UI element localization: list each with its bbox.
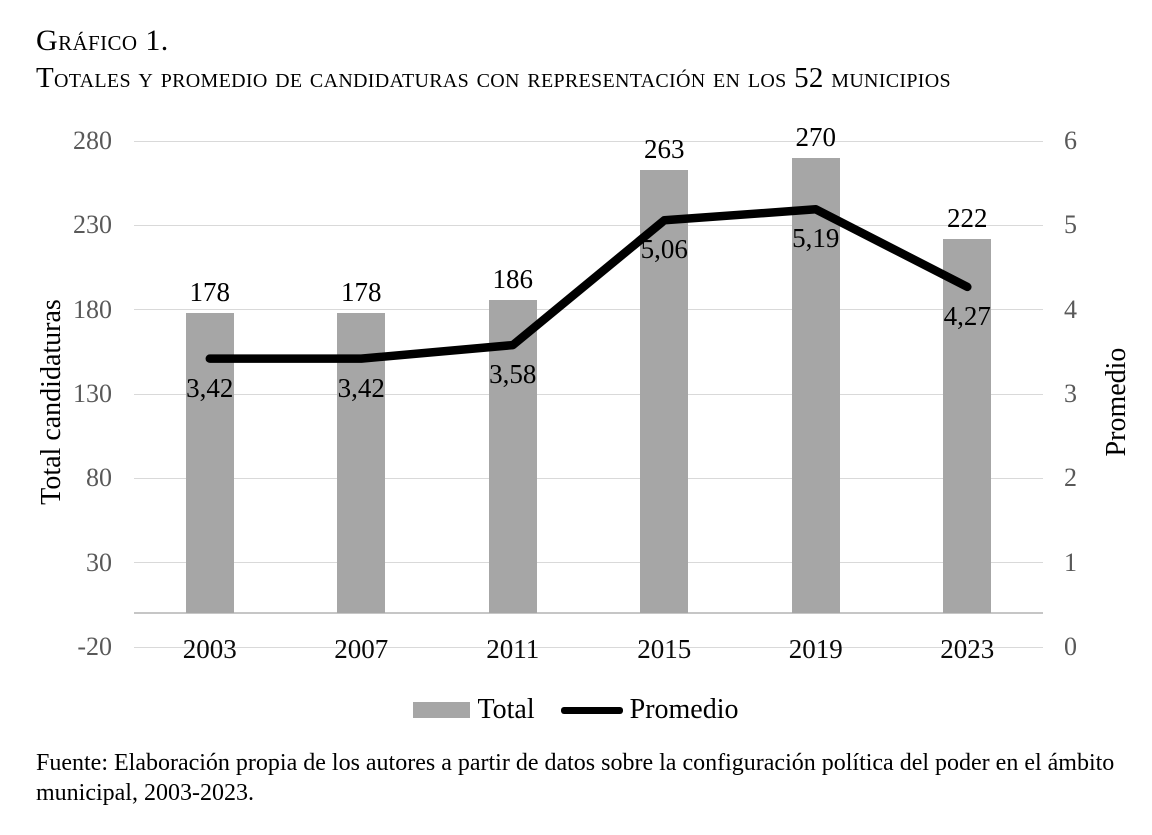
right-axis-tick: 0 — [1064, 632, 1077, 661]
right-axis-tick: 6 — [1064, 126, 1077, 155]
gridline — [134, 477, 1043, 479]
line-value-label: 5,19 — [792, 223, 840, 254]
legend-promedio-label: Promedio — [629, 694, 739, 725]
x-axis-label: 2019 — [788, 634, 843, 664]
x-axis-label: 2007 — [334, 634, 389, 664]
total-bar — [185, 313, 234, 614]
x-axis-label: 2023 — [940, 634, 995, 664]
gridline — [134, 646, 1043, 648]
gridline — [134, 393, 1043, 395]
line-value-label: 3,42 — [337, 372, 385, 403]
bar-value-label: 186 — [492, 263, 534, 294]
source-note: Fuente: Elaboración propia de los autore… — [36, 750, 1115, 806]
left-axis-tick: 30 — [86, 547, 112, 577]
right-axis-tick: 3 — [1064, 379, 1077, 408]
right-axis-tick: 4 — [1064, 294, 1077, 324]
bar-value-label: 178 — [189, 277, 231, 307]
x-axis-label: 2003 — [182, 634, 237, 664]
line-value-label: 3,42 — [186, 372, 234, 403]
total-bar — [337, 313, 386, 614]
legend-total-swatch-icon — [413, 702, 471, 718]
legend-total-label: Total — [477, 694, 535, 725]
legend-promedio-line-icon — [560, 706, 623, 714]
gridline — [134, 140, 1043, 142]
line-value-label: 5,06 — [640, 234, 688, 265]
bar-value-label: 178 — [341, 277, 382, 307]
right-axis-tick: 5 — [1064, 210, 1077, 240]
total-bar — [943, 238, 992, 614]
total-bar — [488, 299, 537, 614]
left-axis-tick: 180 — [73, 294, 112, 324]
left-axis-tick: 280 — [73, 126, 112, 155]
line-value-label: 4,27 — [943, 300, 991, 331]
gridline — [134, 562, 1043, 564]
x-axis-label: 2011 — [486, 634, 540, 664]
x-axis-line — [134, 612, 1043, 615]
left-axis-tick: 230 — [73, 210, 112, 240]
bar-value-label: 270 — [795, 121, 837, 152]
x-axis-label: 2015 — [637, 634, 692, 664]
bar-value-label: 222 — [947, 202, 988, 233]
left-axis-tick: -20 — [77, 632, 112, 661]
right-axis-tick: 2 — [1064, 463, 1077, 493]
figure-title: Totales y promedio de candidaturas con r… — [36, 62, 951, 94]
left-axis-tick: 130 — [73, 379, 112, 408]
bar-value-label: 263 — [644, 133, 685, 164]
line-value-label: 3,58 — [489, 359, 537, 390]
figure-label: Gráfico 1. — [36, 24, 169, 57]
legend: Total Promedio — [0, 694, 1152, 726]
right-axis-tick: 1 — [1064, 547, 1077, 577]
left-axis-tick: 80 — [86, 463, 112, 493]
